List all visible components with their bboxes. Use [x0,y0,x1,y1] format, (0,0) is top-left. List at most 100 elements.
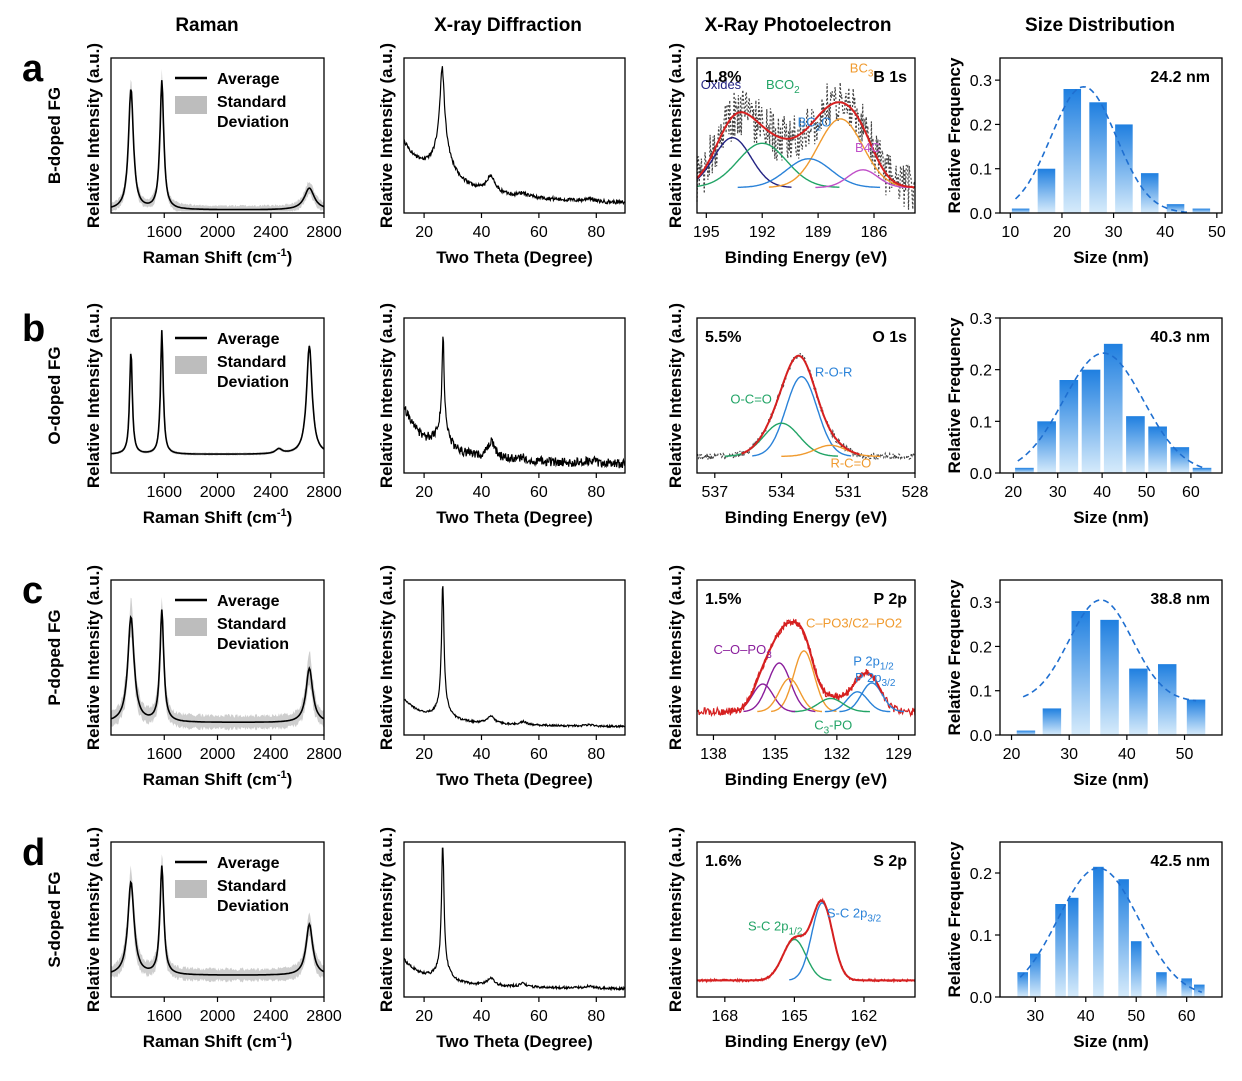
raman-xlabel: Raman Shift (cm-1) [143,769,293,789]
row-label: P-doped FG [45,609,64,705]
panel-letter: d [22,832,45,874]
column-titles: Raman X-ray Diffraction X-Ray Photoelect… [175,15,1175,36]
gaussian-fit-curve [1019,867,1203,993]
size-xtick-label: 40 [1077,1008,1095,1025]
xps-ylabel: Relative Intensity (a.u.) [666,565,685,750]
raman-xlabel-end: ) [287,770,293,789]
histogram-bar [1130,941,1142,997]
xrd-pattern-line [403,586,626,729]
size-ytick-label: 0.2 [970,117,992,134]
xps-component-peak [815,169,910,189]
size-mean-label: 42.5 nm [1150,853,1210,870]
xps-envelope-fit [723,621,884,713]
xrd-xlabel: Two Theta (Degree) [436,1032,592,1051]
histogram-bar [1037,168,1056,213]
xps-xtick-label: 162 [851,1008,878,1025]
raman-xtick-label: 2800 [306,484,342,501]
xps-peak-label: BC2O [798,115,832,134]
gaussian-fit-curve [1022,599,1197,702]
column-title-raman: Raman [175,15,238,36]
size-ylabel: Relative Frequency [945,317,964,473]
xps-peak-label-sub: 2 [816,123,822,134]
legend-std-swatch [175,618,207,636]
size-xtick-label: 20 [1004,484,1022,501]
xrd-xlabel: Two Theta (Degree) [436,248,592,267]
raman-xtick-label: 2800 [306,224,342,241]
xps-xtick-label: 186 [861,224,888,241]
xps-peak-label-sub: 1/2 [788,927,802,938]
xrd-frame [403,57,626,214]
xps-peak-label: C–O–PO3 [713,642,772,661]
xps-frame [696,841,916,998]
raman-xtick-label: 2000 [200,1008,236,1025]
histogram-bar [1067,897,1079,997]
raman-xtick-label: 2800 [306,1008,342,1025]
xrd-xtick-label: 60 [530,484,548,501]
size-distribution-panel: 20 30 40 50 60 0.0 0.1 0.2 0.3 40.3 nm Size (nm) Re… [945,311,1223,527]
xps-percent: 1.8% [705,69,741,86]
xps-component-peak [737,158,881,189]
xps-peak-label: BC3 [850,60,874,79]
xps-peak-label: C3-PO [814,717,852,736]
size-frame [999,841,1223,998]
size-ytick-label: 0.3 [970,595,992,612]
xps-peak-label: S-C 2p1/2 [748,919,803,938]
column-title-xrd: X-ray Diffraction [434,15,582,36]
xps-peak-label: S-C 2p3/2 [827,905,882,924]
raman-xtick-label: 2000 [200,224,236,241]
xps-component-peak [730,683,796,713]
size-xtick-label: 20 [1053,224,1071,241]
xps-peak-label-sub: 2 [794,85,800,96]
size-mean-label: 40.3 nm [1150,329,1210,346]
xrd-xtick-label: 60 [530,746,548,763]
histogram-bar [1042,708,1062,735]
size-ytick-label: 0.1 [970,928,992,945]
histogram-bar [1011,208,1030,213]
xps-peak-label-rest: O [821,115,831,130]
xps-core-level: B 1s [873,69,907,86]
legend-std-label: Standard [217,94,286,111]
raman-panel: 1600 2000 2400 2800 Raman Shift (cm-1) Relati… [84,303,342,527]
histogram-bar [1089,102,1107,213]
column-title-xps: X-Ray Photoelectron [705,15,892,36]
xps-ylabel: Relative Intensity (a.u.) [666,303,685,488]
xps-peak-label: BCO2 [766,77,800,96]
histogram-bar [1063,89,1082,213]
raman-xtick-label: 1600 [146,484,182,501]
size-distribution-panel: 30 40 50 60 0.0 0.1 0.2 42.5 nm Size (nm) Relativ… [945,841,1223,1051]
xps-xtick-label: 129 [885,746,912,763]
raman-xlabel-main: Raman Shift (cm [143,1032,277,1051]
xps-xtick-label: 138 [700,746,727,763]
histogram-bar [1055,904,1066,997]
raman-ylabel: Relative Intensity (a.u.) [84,43,103,228]
xps-peak-label-sub: 3 [824,725,830,736]
legend-std-label: Standard [217,354,286,371]
xps-component-peak [696,142,840,188]
xps-component-peak [824,691,891,713]
raman-xtick-label: 2000 [200,484,236,501]
raman-xtick-label: 1600 [146,1008,182,1025]
xps-envelope-fit [741,354,860,456]
size-ytick-label: 0.1 [970,414,992,431]
raman-xtick-label: 2400 [253,1008,289,1025]
xps-component-peak [752,376,852,457]
size-xtick-label: 40 [1156,224,1174,241]
xps-core-level: S 2p [873,853,907,870]
xrd-panel: 20 40 60 80 Two Theta (Degree) Relative Inten… [377,827,626,1051]
xrd-xtick-label: 40 [473,484,491,501]
xrd-xtick-label: 40 [473,1008,491,1025]
xps-peak-label: P 2p1/2 [853,653,894,672]
xrd-xtick-label: 40 [473,746,491,763]
panel-letter: b [22,308,45,350]
xps-xlabel: Binding Energy (eV) [725,770,887,789]
raman-panel: 1600 2000 2400 2800 Raman Shift (cm-1) Relati… [84,43,342,267]
raman-panel: 1600 2000 2400 2800 Raman Shift (cm-1) Relati… [84,827,342,1051]
xps-ylabel: Relative Intensity (a.u.) [666,43,685,228]
xps-xlabel: Binding Energy (eV) [725,508,887,527]
xps-xtick-label: 189 [805,224,832,241]
figure-rows: aB-doped FG 1600 2000 2400 2800 Raman Shift (… [22,43,1226,1051]
histogram-bar [1059,380,1079,473]
xps-component-peak [724,422,839,457]
xps-panel: R-O-R O-C=O R-C=O 537 534 531 528 5.5% O 1s Bindi… [666,303,928,527]
raman-xlabel-main: Raman Shift (cm [143,770,277,789]
